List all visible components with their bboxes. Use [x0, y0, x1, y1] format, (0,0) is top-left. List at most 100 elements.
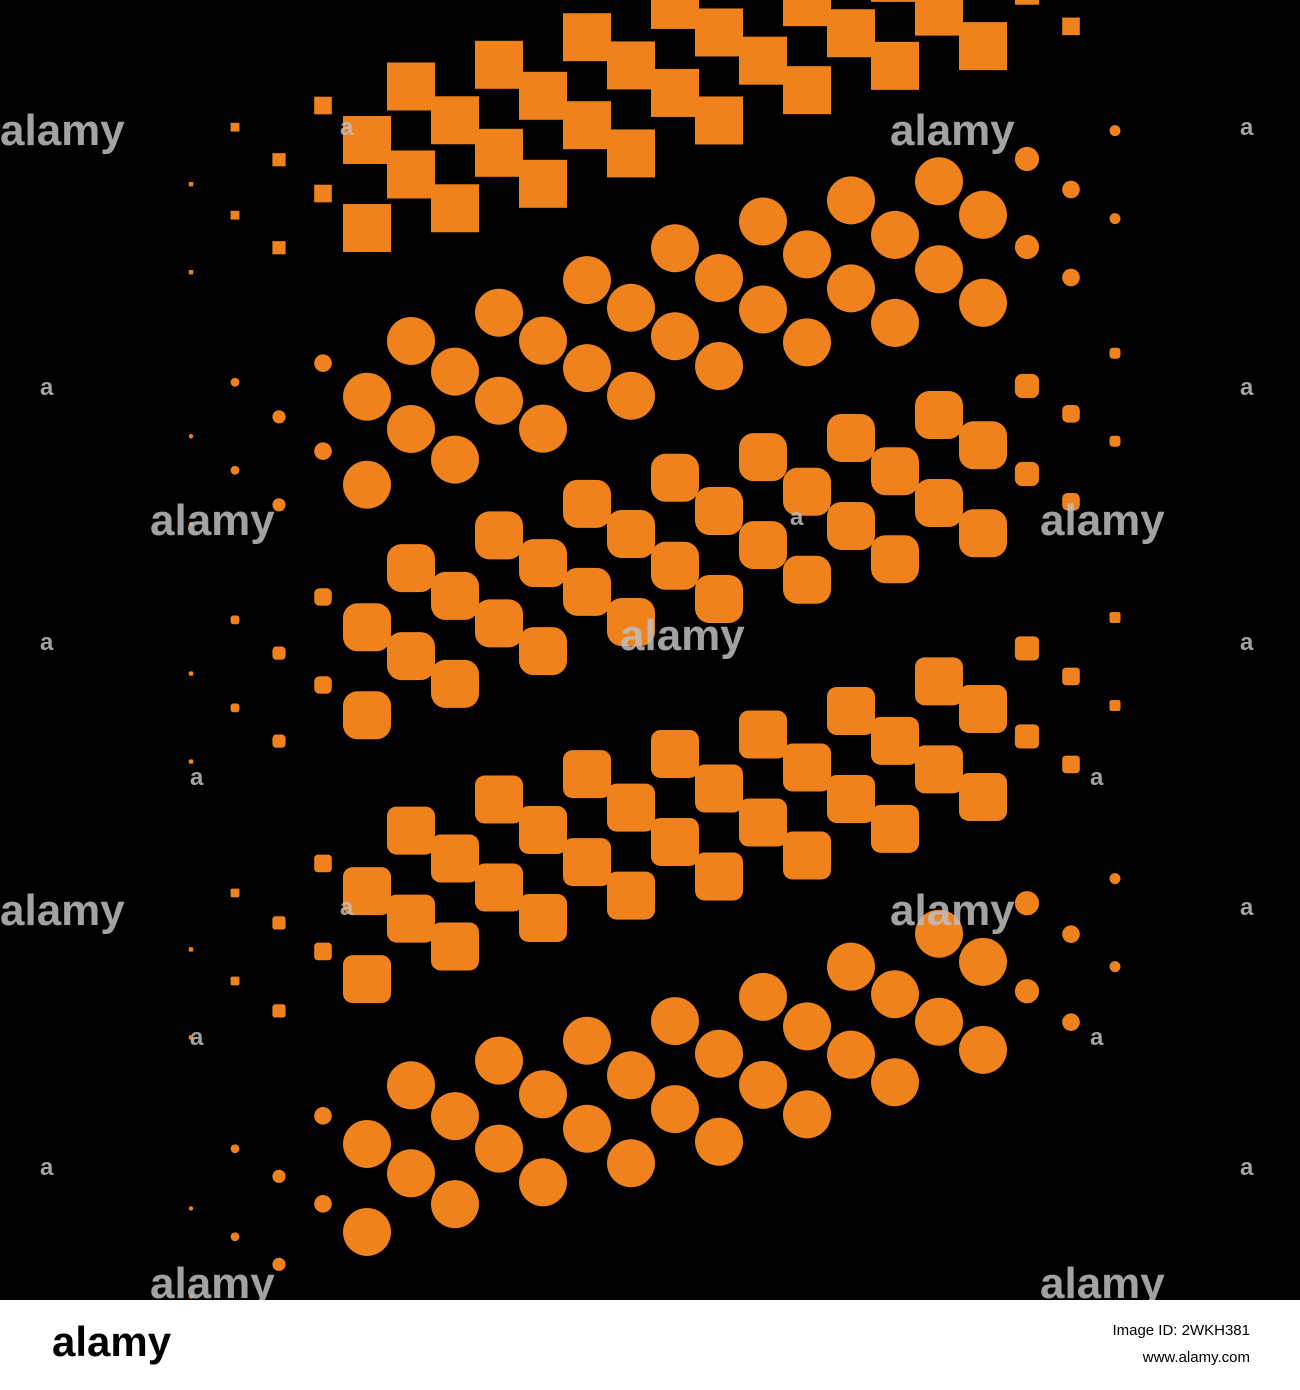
checker-cell	[1014, 724, 1040, 749]
checker-cell	[387, 62, 435, 111]
checker-cell	[915, 478, 963, 527]
checker-cell	[695, 852, 743, 901]
checker-cell	[314, 676, 332, 694]
checker-cell	[272, 1004, 286, 1018]
checker-cell	[1062, 925, 1080, 943]
watermark: alamy	[890, 106, 1015, 155]
checker-cell	[343, 116, 391, 164]
checker-cell	[607, 129, 655, 178]
checker-cell	[607, 41, 655, 90]
checker-cell	[651, 0, 699, 29]
checker-cell	[343, 204, 391, 252]
checker-cell	[431, 435, 479, 484]
checker-cell	[739, 972, 787, 1021]
checker-cell	[607, 783, 655, 832]
watermark-mark: a	[1240, 629, 1254, 656]
checker-cell	[871, 0, 919, 2]
checker-cell	[563, 344, 611, 393]
checker-cell	[387, 1061, 435, 1110]
checker-cell	[1109, 873, 1121, 885]
checker-cell	[871, 535, 919, 584]
checker-cell	[1062, 268, 1080, 287]
checker-cell	[607, 283, 655, 332]
checker-cell	[475, 775, 523, 824]
checker-cell	[871, 716, 919, 765]
checker-cell	[188, 947, 194, 952]
checker-cell	[314, 354, 332, 372]
checker-cell	[915, 390, 963, 439]
watermark: alamy	[1040, 496, 1165, 545]
checker-cell	[343, 1119, 391, 1168]
checker-cell	[475, 376, 523, 425]
watermark-mark: a	[1240, 114, 1254, 141]
checker-cell	[519, 627, 567, 676]
watermark-mark: a	[40, 1154, 54, 1181]
checker-cell	[343, 372, 391, 421]
watermark: alamy	[150, 496, 275, 545]
watermark: alamy	[150, 1259, 275, 1308]
checker-cell	[783, 555, 831, 604]
checker-cell	[695, 1117, 743, 1166]
checker-cell	[651, 453, 699, 502]
checker-cell	[783, 1090, 831, 1139]
checker-cell	[272, 646, 286, 660]
checker-cell	[871, 41, 919, 90]
watermark-mark: a	[40, 374, 54, 401]
checker-cell	[431, 1092, 479, 1141]
image-id: Image ID: 2WKH381	[1112, 1322, 1250, 1339]
checker-cell	[1014, 373, 1040, 399]
checker-cell	[563, 1016, 611, 1065]
checker-cell	[827, 942, 875, 991]
checker-cell	[387, 404, 435, 453]
checker-cell	[519, 404, 567, 453]
checker-cell	[188, 1035, 194, 1040]
checker-cell	[1014, 146, 1040, 172]
checker-cell	[959, 278, 1007, 327]
checker-cell	[230, 122, 240, 132]
checker-cell	[651, 997, 699, 1046]
checker-cell	[314, 942, 332, 961]
checker-cell	[783, 0, 831, 27]
checker-cell	[1062, 180, 1080, 199]
checker-cell	[651, 729, 699, 778]
checker-cell	[695, 342, 743, 391]
checker-cell	[739, 285, 787, 334]
checker-cell	[230, 1144, 240, 1154]
checker-cell	[915, 997, 963, 1046]
checker-cell	[563, 750, 611, 799]
checker-cell	[739, 521, 787, 570]
checker-cell	[475, 40, 523, 89]
checker-cell	[871, 210, 919, 259]
checker-cell	[695, 764, 743, 813]
checker-cell	[1062, 492, 1080, 511]
checker-cell	[431, 96, 479, 145]
checker-cell	[739, 433, 787, 482]
checker-cell	[431, 834, 479, 883]
checker-cell	[314, 1107, 332, 1125]
checker-cell	[272, 153, 286, 167]
checker-cell	[563, 479, 611, 528]
checker-cell	[188, 182, 194, 187]
checker-cell	[1014, 234, 1040, 260]
checker-cell	[959, 937, 1007, 986]
checker-cell	[783, 66, 831, 115]
watermark-mark: a	[190, 1024, 204, 1051]
checker-cell	[314, 442, 332, 460]
footer	[0, 1300, 1300, 1390]
checker-cell	[387, 1149, 435, 1198]
checker-cell	[739, 1060, 787, 1109]
checker-cell	[230, 615, 240, 625]
checker-cell	[387, 544, 435, 593]
checker-cell	[695, 8, 743, 57]
checker-cell	[230, 703, 240, 713]
checker-cell	[343, 955, 391, 1004]
checker-cell	[695, 254, 743, 303]
checker-cell	[230, 465, 240, 475]
checker-cell	[475, 128, 523, 177]
checker-cell	[959, 22, 1007, 71]
checker-cell	[519, 159, 567, 208]
watermark-mark: a	[1240, 894, 1254, 921]
checker-cell	[314, 1195, 332, 1213]
watermark-mark: a	[190, 764, 204, 791]
